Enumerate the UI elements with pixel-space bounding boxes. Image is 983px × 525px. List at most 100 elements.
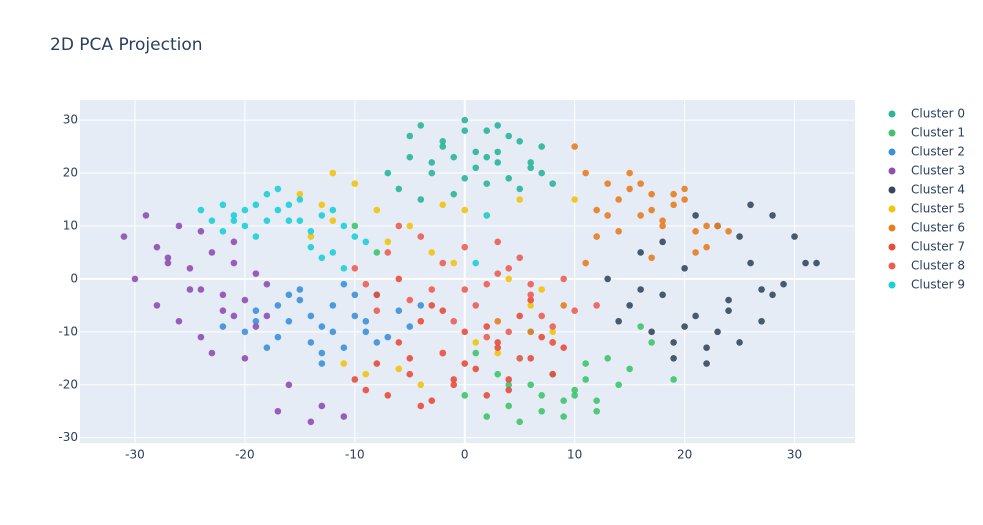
point bbox=[439, 307, 447, 314]
legend-label[interactable]: Cluster 0 bbox=[911, 107, 965, 121]
y-tick-label: 20 bbox=[63, 166, 78, 180]
point bbox=[318, 402, 326, 410]
point bbox=[263, 344, 271, 352]
point bbox=[263, 312, 271, 320]
point bbox=[549, 339, 556, 346]
legend-marker[interactable] bbox=[888, 129, 896, 137]
point bbox=[384, 169, 392, 177]
y-tick-label: 0 bbox=[70, 271, 78, 285]
y-tick-label: -20 bbox=[58, 377, 78, 391]
point bbox=[461, 243, 469, 251]
point bbox=[263, 217, 271, 224]
point bbox=[461, 206, 469, 214]
legend-label[interactable]: Cluster 3 bbox=[911, 164, 965, 178]
point bbox=[516, 196, 524, 203]
legend-label[interactable]: Cluster 4 bbox=[911, 183, 965, 197]
point bbox=[362, 317, 370, 325]
point bbox=[483, 413, 491, 420]
point bbox=[494, 159, 502, 166]
point bbox=[560, 413, 567, 420]
point bbox=[593, 206, 600, 214]
point bbox=[725, 296, 732, 304]
point bbox=[241, 206, 249, 214]
point bbox=[285, 381, 293, 389]
point bbox=[527, 280, 535, 288]
point bbox=[714, 222, 721, 230]
point bbox=[516, 254, 524, 262]
point bbox=[560, 344, 567, 352]
point bbox=[329, 217, 337, 224]
point bbox=[439, 259, 447, 267]
point bbox=[527, 296, 535, 304]
legend-marker[interactable] bbox=[888, 167, 896, 175]
point bbox=[197, 286, 205, 293]
point bbox=[527, 164, 535, 172]
point bbox=[483, 180, 491, 187]
point bbox=[428, 159, 436, 166]
point bbox=[318, 349, 326, 357]
legend-label[interactable]: Cluster 2 bbox=[911, 145, 965, 159]
point bbox=[307, 227, 315, 235]
point bbox=[483, 280, 491, 288]
point bbox=[395, 222, 403, 230]
legend-marker[interactable] bbox=[888, 110, 896, 118]
point bbox=[571, 392, 578, 399]
point bbox=[362, 370, 370, 378]
point bbox=[505, 275, 513, 283]
point bbox=[615, 227, 622, 235]
point bbox=[615, 317, 622, 325]
point bbox=[780, 280, 787, 288]
point bbox=[648, 206, 655, 214]
point bbox=[296, 196, 304, 203]
legend-label[interactable]: Cluster 6 bbox=[911, 221, 965, 235]
point bbox=[142, 212, 150, 219]
point bbox=[659, 291, 666, 299]
point bbox=[472, 302, 480, 309]
x-tick-label: 30 bbox=[787, 448, 802, 462]
point bbox=[307, 233, 315, 240]
point bbox=[549, 180, 556, 187]
legend-marker[interactable] bbox=[888, 224, 896, 232]
y-tick-label: 30 bbox=[63, 113, 78, 127]
point bbox=[351, 312, 359, 320]
point bbox=[648, 254, 655, 262]
point bbox=[406, 296, 414, 304]
legend-marker[interactable] bbox=[888, 186, 896, 194]
legend-label[interactable]: Cluster 9 bbox=[911, 278, 965, 292]
point bbox=[626, 169, 633, 177]
legend-label[interactable]: Cluster 8 bbox=[911, 259, 965, 273]
point bbox=[747, 201, 754, 209]
point bbox=[417, 233, 425, 240]
point bbox=[186, 286, 194, 293]
point bbox=[769, 212, 776, 219]
legend-label[interactable]: Cluster 7 bbox=[911, 240, 965, 254]
point bbox=[494, 122, 502, 129]
point bbox=[406, 355, 414, 362]
legend-label[interactable]: Cluster 1 bbox=[911, 126, 965, 140]
point bbox=[516, 418, 524, 426]
point bbox=[494, 344, 502, 352]
point bbox=[384, 392, 392, 399]
legend-marker[interactable] bbox=[888, 262, 896, 270]
x-tick-label: -20 bbox=[235, 448, 255, 462]
point bbox=[725, 307, 732, 314]
point bbox=[615, 196, 622, 203]
point bbox=[681, 323, 688, 330]
point bbox=[527, 159, 535, 166]
point bbox=[758, 317, 765, 325]
legend-marker[interactable] bbox=[888, 148, 896, 156]
point bbox=[428, 397, 436, 404]
point bbox=[494, 238, 502, 246]
point bbox=[648, 190, 655, 198]
x-tick-label: 20 bbox=[677, 448, 692, 462]
point bbox=[164, 254, 172, 262]
legend-marker[interactable] bbox=[888, 243, 896, 251]
point bbox=[351, 222, 359, 230]
legend-marker[interactable] bbox=[888, 205, 896, 213]
point bbox=[329, 206, 337, 214]
legend-label[interactable]: Cluster 5 bbox=[911, 202, 965, 216]
legend-marker[interactable] bbox=[888, 281, 896, 289]
point bbox=[472, 339, 480, 346]
point bbox=[417, 317, 425, 325]
